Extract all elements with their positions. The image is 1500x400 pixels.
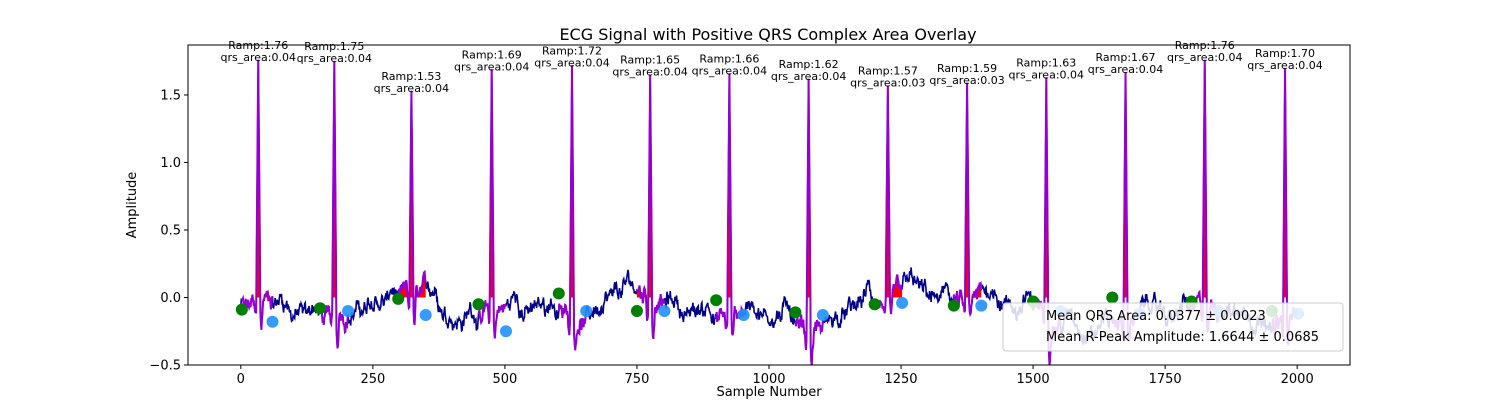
- qrs-area-label: qrs_area:0.04: [534, 56, 609, 69]
- qrs-onset-marker: [630, 304, 643, 317]
- peak-annotations: Ramp:1.76qrs_area:0.04Ramp:1.75qrs_area:…: [221, 39, 1323, 95]
- r-peak-amplitude-label: Ramp:1.67: [1095, 51, 1155, 64]
- x-tick-label: 1750: [1149, 372, 1182, 387]
- qrs-onset-marker: [392, 292, 405, 305]
- qrs-area-label: qrs_area:0.04: [1088, 63, 1163, 76]
- qrs-onset-marker: [789, 306, 802, 319]
- x-axis-label: Sample Number: [716, 385, 822, 400]
- legend-mean-qrs-area: Mean QRS Area: 0.0377 ± 0.0023: [1046, 309, 1266, 324]
- x-tick-label: 1500: [1017, 372, 1050, 387]
- qrs-segment-line: [397, 90, 427, 326]
- r-peak-amplitude-label: Ramp:1.69: [462, 48, 522, 61]
- qrs-area-label: qrs_area:0.04: [612, 66, 687, 79]
- qrs-segment-line: [241, 59, 274, 330]
- r-peak-amplitude-label: Ramp:1.63: [1016, 56, 1076, 69]
- qrs-segment-line: [794, 78, 824, 365]
- x-tick-label: 250: [360, 372, 385, 387]
- x-tick-label: 750: [625, 372, 650, 387]
- qrs-onset-marker: [472, 298, 485, 311]
- qrs-area-label: qrs_area:0.04: [374, 82, 449, 95]
- qrs-segment-line: [557, 65, 588, 351]
- x-tick-label: 2000: [1281, 372, 1314, 387]
- qrs-offset-marker: [975, 299, 988, 312]
- legend: Mean QRS Area: 0.0377 ± 0.0023 Mean R-Pe…: [1002, 302, 1344, 352]
- qrs-onset-marker: [868, 298, 881, 311]
- r-peak-amplitude-label: Ramp:1.70: [1255, 47, 1315, 60]
- r-peak-amplitude-label: Ramp:1.76: [1175, 39, 1235, 52]
- qrs-onset-marker: [1106, 291, 1119, 304]
- r-peak-amplitude-label: Ramp:1.59: [937, 62, 997, 75]
- qrs-segment-line: [636, 74, 666, 339]
- qrs-offset-marker: [658, 304, 671, 317]
- y-axis-label: Amplitude: [125, 172, 140, 239]
- qrs-area-label: qrs_area:0.04: [771, 70, 846, 83]
- qrs-segment-line: [477, 69, 507, 339]
- x-tick-label: 500: [492, 372, 517, 387]
- x-tick-label: 0: [237, 372, 245, 387]
- y-tick-label: 1.0: [160, 156, 181, 171]
- qrs-area-label: qrs_area:0.04: [1009, 68, 1084, 81]
- qrs-offset-marker: [737, 309, 750, 322]
- qrs-area-label: qrs_area:0.04: [297, 52, 372, 65]
- y-axis: −0.5 0.0 0.5 1.0 1.5: [149, 88, 188, 374]
- qrs-offset-marker: [499, 325, 512, 338]
- x-axis: 0 250 500 750 1000 1250 1500 1750 2000: [237, 365, 1314, 387]
- r-peak-amplitude-label: Ramp:1.66: [699, 52, 759, 65]
- chart-title: ECG Signal with Positive QRS Complex Are…: [559, 25, 976, 44]
- y-tick-label: −0.5: [149, 359, 181, 374]
- qrs-area-label: qrs_area:0.04: [1167, 51, 1242, 64]
- qrs-area-label: qrs_area:0.04: [454, 60, 529, 73]
- qrs-area-label: qrs_area:0.04: [692, 64, 767, 77]
- qrs-area-label: qrs_area:0.03: [850, 77, 925, 90]
- qrs-onset-marker: [710, 294, 723, 307]
- r-peak-amplitude-label: Ramp:1.76: [228, 39, 288, 52]
- legend-mean-r-amplitude: Mean R-Peak Amplitude: 1.6644 ± 0.0685: [1046, 330, 1319, 345]
- qrs-offset-marker: [896, 296, 909, 309]
- y-tick-label: 0.0: [160, 291, 181, 306]
- r-peak-amplitude-label: Ramp:1.75: [304, 40, 364, 53]
- qrs-offset-marker: [580, 304, 593, 317]
- qrs-onset-marker: [552, 287, 565, 300]
- r-peak-amplitude-label: Ramp:1.72: [542, 44, 602, 57]
- r-peak-amplitude-label: Ramp:1.62: [779, 58, 839, 71]
- legend-box: [1002, 302, 1344, 352]
- r-peak-amplitude-label: Ramp:1.57: [858, 65, 918, 78]
- y-tick-label: 0.5: [160, 223, 181, 238]
- qrs-onset-marker: [235, 303, 248, 316]
- qrs-onset-marker: [314, 302, 327, 315]
- x-tick-label: 1000: [752, 372, 785, 387]
- qrs-offset-marker: [266, 315, 279, 328]
- qrs-segment-line: [319, 61, 350, 349]
- x-tick-label: 1250: [884, 372, 917, 387]
- qrs-offset-marker: [816, 309, 829, 322]
- qrs-onset-marker: [947, 299, 960, 312]
- qrs-area-label: qrs_area:0.04: [1247, 59, 1322, 72]
- qrs-offset-marker: [419, 309, 432, 322]
- y-tick-label: 1.5: [160, 88, 181, 103]
- qrs-area-label: qrs_area:0.03: [929, 74, 1004, 87]
- qrs-offset-marker: [342, 304, 355, 317]
- r-peak-amplitude-label: Ramp:1.65: [620, 54, 680, 67]
- r-peak-amplitude-label: Ramp:1.53: [381, 70, 441, 83]
- qrs-area-label: qrs_area:0.04: [221, 51, 296, 64]
